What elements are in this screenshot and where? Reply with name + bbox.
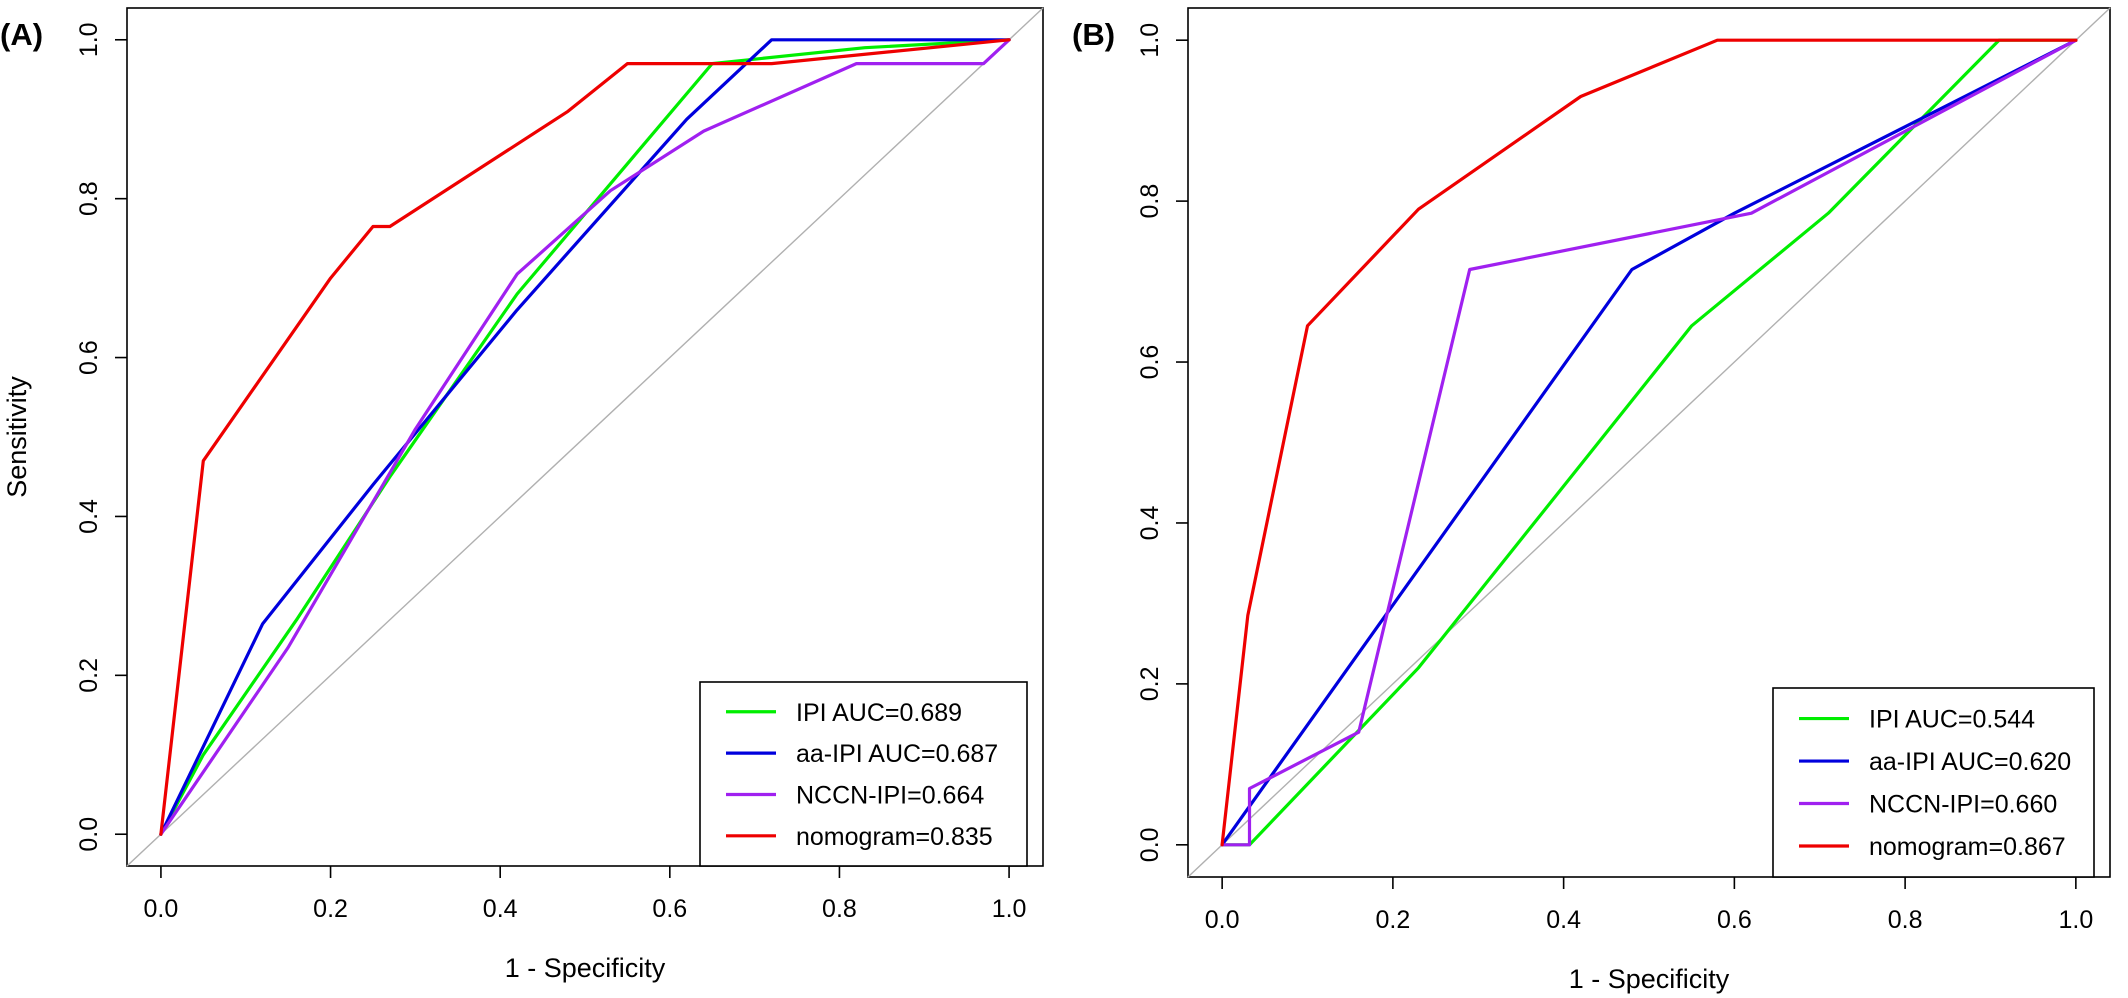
legend-label: nomogram=0.835 — [796, 823, 993, 851]
panel-b: 0.0 0.2 0.4 0.6 0.8 1.0 0.0 0.2 0.4 0.6 0.8 1.0 1 - … — [1072, 7, 2111, 994]
x-tick-label: 0.6 — [652, 895, 687, 923]
y-tick-label: 0.6 — [75, 340, 103, 375]
roc-line-2 — [159, 38, 1011, 836]
roc-line-4 — [1220, 38, 2078, 847]
roc-line-2 — [1220, 38, 2078, 847]
y-tick-label: 0.0 — [1136, 827, 1164, 862]
legend-label: aa-IPI AUC=0.620 — [1869, 748, 2071, 776]
y-tick-label: 0.6 — [1136, 345, 1164, 380]
x-tick-label: 0.2 — [1376, 906, 1411, 934]
x-tick-label: 0.8 — [822, 895, 857, 923]
y-tick-label: 0.4 — [1136, 505, 1164, 540]
x-tick-label: 1.0 — [2058, 906, 2093, 934]
roc-line-4 — [159, 38, 1011, 836]
y-tick-label: 0.2 — [75, 658, 103, 693]
roc-line-3 — [1220, 38, 2078, 847]
legend-label: aa-IPI AUC=0.687 — [796, 740, 998, 768]
reference-diagonal — [126, 7, 1044, 867]
legend-label: NCCN-IPI=0.660 — [1869, 791, 2057, 819]
panel-a: 0.0 0.2 0.4 0.6 0.8 1.0 0.0 0.2 0.4 0.6 0.8 1.0 1 - … — [0, 7, 1044, 983]
plot-frame — [1187, 7, 2111, 878]
y-tick-label: 0.8 — [75, 181, 103, 216]
x-tick-label: 0.4 — [1546, 906, 1581, 934]
x-axis-title: 1 - Specificity — [505, 953, 666, 983]
reference-diagonal — [1187, 7, 2111, 878]
legend: IPI AUC=0.689 aa-IPI AUC=0.687 NCCN-IPI=0.… — [699, 681, 1028, 867]
y-tick-label: 0.8 — [1136, 184, 1164, 219]
legend-label: IPI AUC=0.544 — [1869, 706, 2035, 734]
y-tick-label: 1.0 — [75, 22, 103, 57]
x-axis-title: 1 - Specificity — [1569, 964, 1730, 994]
legend-label: IPI AUC=0.689 — [796, 699, 962, 727]
y-tick-label: 1.0 — [1136, 23, 1164, 58]
y-axis-title: Sensitivity — [2, 376, 32, 498]
x-tick-label: 0.0 — [144, 895, 179, 923]
x-tick-label: 0.2 — [313, 895, 348, 923]
y-tick-label: 0.4 — [75, 499, 103, 534]
x-tick-label: 0.0 — [1205, 906, 1240, 934]
y-tick-label: 0.2 — [1136, 667, 1164, 702]
plot-frame — [126, 7, 1044, 867]
y-tick-label: 0.0 — [75, 817, 103, 852]
legend-label: NCCN-IPI=0.664 — [796, 781, 984, 809]
legend: IPI AUC=0.544 aa-IPI AUC=0.620 NCCN-IPI=0.… — [1772, 687, 2095, 878]
x-tick-label: 0.6 — [1717, 906, 1752, 934]
panel-label: (B) — [1072, 17, 1115, 52]
x-tick-label: 1.0 — [992, 895, 1027, 923]
panel-label: (A) — [0, 17, 43, 52]
x-tick-label: 0.4 — [483, 895, 518, 923]
legend-label: nomogram=0.867 — [1869, 833, 2066, 861]
roc-line-3 — [159, 38, 1011, 836]
x-tick-label: 0.8 — [1888, 906, 1923, 934]
